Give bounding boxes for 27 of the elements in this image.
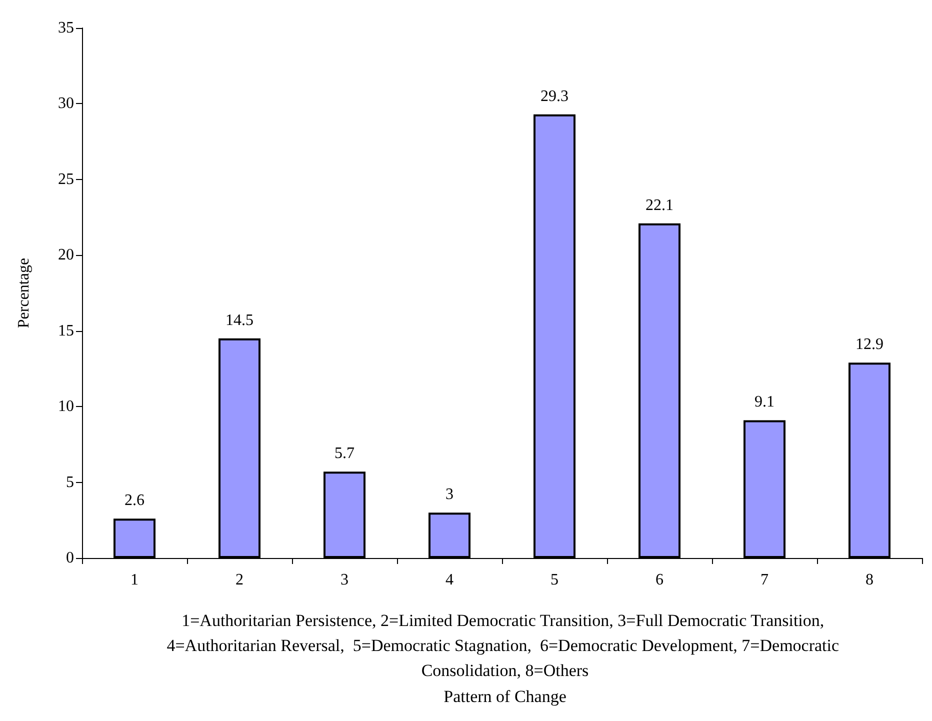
data-label: 2.6 (124, 492, 144, 510)
x-tick-label: 4 (446, 572, 454, 588)
y-axis-title: Percentage (16, 258, 32, 328)
data-label: 14.5 (226, 312, 254, 329)
text: 1=Authoritarian Persistence, 2=Limited Democratic Transition, 3=Full Democratic Transition, 4=Authoritarian Reversal, 5=Democratic Stagnation, 6=Democratic Development, 7=Democratic Consolidation, 8=Others (166, 611, 844, 680)
x-tick-label: 5 (550, 572, 558, 588)
x-tick-label: 1 (130, 572, 138, 588)
y-tick-label: 35 (58, 20, 74, 36)
text: Pattern of Change (444, 687, 566, 706)
y-tick-label: 0 (66, 550, 74, 566)
y-tick-label: 5 (66, 474, 74, 491)
y-tick-label: 30 (58, 95, 74, 112)
data-label: 29.3 (540, 88, 568, 105)
data-label: 5.7 (334, 445, 354, 462)
y-tick-label: 20 (58, 246, 74, 264)
y-tick-label: 25 (58, 170, 74, 188)
data-label: 22.1 (646, 196, 674, 214)
y-tick-label: 15 (58, 322, 74, 340)
x-tick-label: 8 (866, 572, 874, 588)
x-tick-label: 6 (656, 572, 664, 588)
data-label: 3 (446, 486, 454, 504)
y-tick-label: 10 (58, 398, 74, 416)
x-tick-label: 7 (760, 572, 768, 588)
data-label: 9.1 (754, 394, 774, 411)
x-tick-label: 3 (340, 572, 348, 588)
x-tick-label: 2 (236, 572, 244, 588)
data-label: 12.9 (856, 336, 884, 354)
